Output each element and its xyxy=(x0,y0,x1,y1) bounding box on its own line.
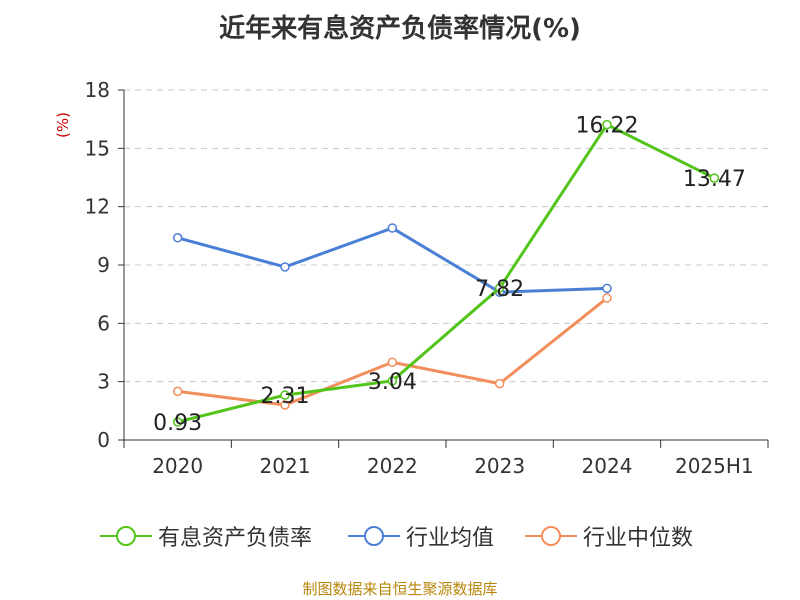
axes: 0 3 6 9 12 15 18 2020 2021 2022 2023 2024 2025H1 xyxy=(85,78,769,478)
y-tick-label-9: 9 xyxy=(97,253,110,277)
series-line-1 xyxy=(177,226,608,294)
point-series-0-2025H1 xyxy=(709,173,720,183)
legend-label-1: 行业均值 xyxy=(406,526,495,551)
legend-item-series-2: 行业中位数 xyxy=(525,518,693,554)
grid-lines xyxy=(124,89,768,383)
legend-label-0: 有息资产负债率 xyxy=(158,526,313,551)
point-series-0-2021 xyxy=(280,390,290,400)
point-series-0-2020 xyxy=(172,417,183,427)
point-series-2-2021 xyxy=(280,400,290,410)
x-tick-label-2020: 2020 xyxy=(152,454,203,478)
y-tick-label-3: 3 xyxy=(97,370,110,394)
x-tick-label-2024: 2024 xyxy=(582,454,633,478)
data-label-2024: 16.22 xyxy=(576,114,639,139)
legend-label-2: 行业中位数 xyxy=(583,526,694,551)
series-lines xyxy=(172,119,720,427)
legend-marker-2 xyxy=(525,526,577,546)
point-series-0-2023 xyxy=(494,283,505,293)
point-series-1-2020 xyxy=(172,233,183,243)
legend-item-series-1: 行业均值 xyxy=(348,518,494,554)
point-series-1-2022 xyxy=(387,223,398,233)
legend-marker-1 xyxy=(348,526,400,546)
x-tick-label-2025H1: 2025H1 xyxy=(675,454,754,478)
data-label-2020: 0.93 xyxy=(153,411,202,436)
y-tick-label-6: 6 xyxy=(97,311,110,335)
series-line-0 xyxy=(177,123,716,424)
data-label-2022: 3.04 xyxy=(368,370,417,395)
point-series-1-2024 xyxy=(602,283,612,294)
x-tick-label-2021: 2021 xyxy=(260,454,311,478)
point-series-0-2024 xyxy=(602,119,612,130)
data-label-2023: 7.82 xyxy=(475,277,524,302)
x-tick-label-2023: 2023 xyxy=(474,454,525,478)
y-tick-label-15: 15 xyxy=(85,136,110,160)
point-series-2-2023 xyxy=(494,378,505,389)
point-series-2-2024 xyxy=(602,293,612,303)
data-label-2021: 2.31 xyxy=(261,384,310,409)
legend: 有息资产负债率 行业均值 行业中位数 xyxy=(0,518,800,558)
point-series-2-2020 xyxy=(172,386,183,397)
data-labels: 0.93 2.31 3.04 7.82 16.22 13.47 xyxy=(153,114,746,436)
point-series-1-2021 xyxy=(280,262,290,272)
point-series-0-2022 xyxy=(387,376,398,386)
chart-title: 近年来有息资产负债率情况(%) xyxy=(219,14,581,44)
legend-marker-0 xyxy=(100,526,152,546)
source-footer: 制图数据来自恒生聚源数据库 xyxy=(302,580,498,598)
x-tick-label-2022: 2022 xyxy=(367,454,418,478)
y-tick-label-12: 12 xyxy=(85,195,110,219)
y-tick-label-18: 18 xyxy=(85,78,110,102)
legend-item-series-0: 有息资产负债率 xyxy=(100,518,312,554)
y-axis-label: (%) xyxy=(54,112,72,138)
point-series-2-2022 xyxy=(387,357,398,367)
data-label-2025H1: 13.47 xyxy=(683,167,746,192)
y-tick-label-0: 0 xyxy=(97,428,110,452)
